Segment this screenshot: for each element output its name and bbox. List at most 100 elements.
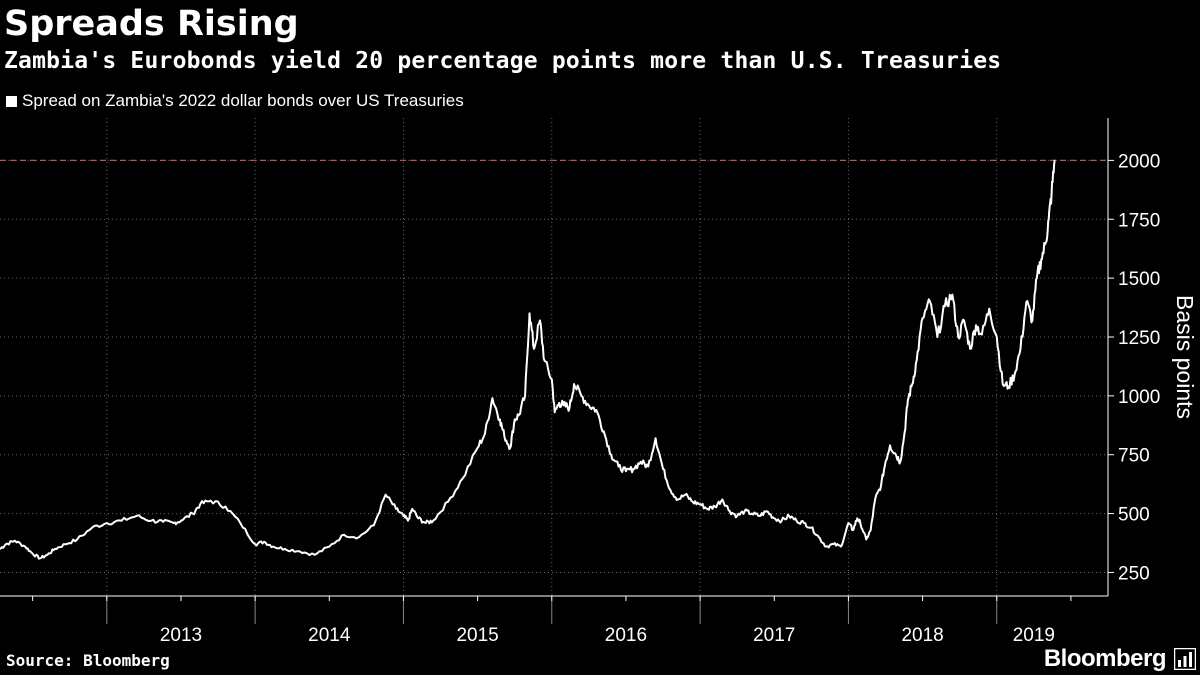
data-point bbox=[298, 550, 301, 553]
axis-labels: 250 500 750 1000 1250 1500 1750 2000 2013 2014 201… bbox=[160, 151, 1198, 646]
data-point bbox=[224, 505, 227, 508]
data-point bbox=[54, 548, 56, 550]
data-point bbox=[1001, 383, 1004, 385]
data-point bbox=[969, 347, 971, 350]
data-point bbox=[929, 300, 931, 303]
data-point bbox=[766, 510, 768, 513]
data-point bbox=[869, 529, 872, 531]
data-point bbox=[944, 305, 946, 308]
data-point bbox=[721, 498, 724, 501]
gridlines bbox=[0, 118, 1108, 596]
data-point bbox=[625, 470, 627, 473]
data-point bbox=[840, 545, 842, 548]
data-point bbox=[1047, 218, 1050, 221]
data-point bbox=[558, 402, 560, 404]
data-point bbox=[915, 359, 918, 362]
y-tick-label: 1500 bbox=[1118, 269, 1160, 290]
data-point bbox=[1036, 277, 1038, 279]
data-point bbox=[856, 517, 859, 520]
data-point bbox=[1053, 159, 1056, 162]
data-point bbox=[859, 522, 862, 524]
data-point bbox=[588, 404, 590, 407]
data-point bbox=[1040, 258, 1043, 261]
legend: Spread on Zambia's 2022 dollar bonds ove… bbox=[6, 90, 464, 112]
data-point bbox=[343, 533, 345, 536]
data-point bbox=[568, 406, 571, 409]
data-point bbox=[981, 333, 983, 336]
bloomberg-chart-icon bbox=[1174, 648, 1196, 670]
data-point bbox=[975, 324, 977, 327]
y-tick-label: 750 bbox=[1118, 446, 1150, 467]
data-point bbox=[272, 545, 274, 548]
data-point bbox=[988, 307, 991, 310]
data-point bbox=[372, 524, 375, 527]
data-point bbox=[780, 519, 783, 522]
data-point bbox=[788, 515, 790, 517]
data-point bbox=[963, 319, 965, 322]
data-point bbox=[533, 347, 535, 350]
data-point bbox=[795, 519, 798, 522]
data-point bbox=[553, 411, 556, 414]
series-layer bbox=[0, 159, 1056, 560]
x-tick-label: 2015 bbox=[456, 625, 498, 646]
data-point bbox=[1044, 241, 1047, 244]
data-point bbox=[684, 493, 687, 496]
data-point bbox=[135, 515, 138, 517]
data-point bbox=[580, 395, 583, 397]
series-line bbox=[0, 160, 1056, 560]
data-point bbox=[1031, 319, 1034, 322]
data-point bbox=[254, 543, 256, 545]
y-tick-label: 1750 bbox=[1118, 210, 1160, 231]
data-point bbox=[263, 541, 265, 543]
data-point bbox=[995, 336, 998, 338]
data-point bbox=[889, 444, 891, 447]
data-point bbox=[632, 468, 635, 470]
data-point bbox=[550, 378, 553, 381]
data-point bbox=[751, 512, 753, 515]
y-tick-label: 1250 bbox=[1118, 328, 1160, 349]
data-point bbox=[865, 538, 868, 541]
data-point bbox=[499, 418, 501, 421]
x-tick-label: 2016 bbox=[605, 625, 647, 646]
data-point bbox=[64, 543, 67, 545]
data-point bbox=[1019, 347, 1022, 350]
data-point bbox=[899, 460, 902, 463]
data-point bbox=[602, 430, 605, 432]
data-point bbox=[447, 501, 449, 503]
data-point bbox=[283, 548, 286, 550]
data-point bbox=[543, 359, 546, 362]
data-point bbox=[509, 446, 512, 449]
x-tick-label: 2018 bbox=[901, 625, 943, 646]
data-point bbox=[1025, 300, 1028, 303]
x-tick-label: 2019 bbox=[1013, 625, 1055, 646]
y-tick-label: 2000 bbox=[1118, 151, 1160, 172]
x-tick-label: 2017 bbox=[753, 625, 795, 646]
data-point bbox=[773, 517, 776, 520]
data-point bbox=[461, 477, 464, 480]
data-point bbox=[0, 548, 1, 550]
data-point bbox=[524, 395, 526, 397]
data-point bbox=[24, 545, 27, 548]
data-point bbox=[432, 519, 434, 522]
data-point bbox=[105, 522, 108, 524]
chart-subtitle: Zambia's Eurobonds yield 20 percentage p… bbox=[4, 48, 1002, 74]
data-point bbox=[562, 404, 565, 407]
data-point bbox=[936, 336, 939, 338]
x-tick-label: 2013 bbox=[160, 625, 202, 646]
legend-label: Spread on Zambia's 2022 dollar bonds ove… bbox=[22, 91, 464, 110]
source-note: Source: Bloomberg bbox=[6, 651, 170, 670]
data-point bbox=[832, 543, 835, 545]
y-axis-title: Basis points bbox=[1172, 295, 1198, 419]
data-point bbox=[424, 522, 427, 524]
data-point bbox=[313, 553, 316, 556]
data-point bbox=[743, 510, 746, 513]
data-point bbox=[172, 522, 175, 524]
data-point bbox=[921, 317, 924, 319]
data-point bbox=[199, 503, 202, 505]
data-point bbox=[484, 432, 486, 435]
brand-logo-text: Bloomberg bbox=[1043, 645, 1167, 672]
data-point bbox=[852, 529, 854, 531]
data-point bbox=[817, 536, 820, 538]
data-point bbox=[5, 543, 7, 545]
